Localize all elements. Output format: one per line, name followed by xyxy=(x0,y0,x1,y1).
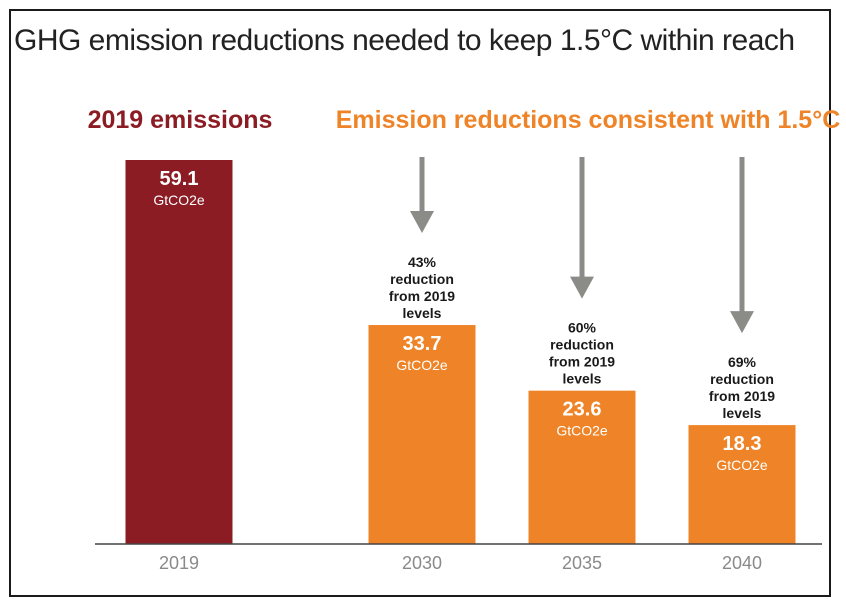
bar-2030 xyxy=(368,325,476,544)
reduction-arrow-head-2035 xyxy=(570,276,594,299)
unit-label-2030: GtCO2e xyxy=(396,357,448,373)
value-label-2019: 59.1 xyxy=(160,168,199,190)
reduction-note-2035-line-1: 60% xyxy=(568,320,597,336)
value-label-2040: 18.3 xyxy=(723,433,762,455)
value-label-2035: 23.6 xyxy=(563,399,602,421)
projection-group-label: Emission reductions consistent with 1.5°… xyxy=(336,106,841,134)
unit-label-2019: GtCO2e xyxy=(153,192,205,208)
bar-2035 xyxy=(528,390,636,544)
reduction-note-2040-line-2: reduction xyxy=(710,371,774,387)
reduction-note-2040-line-1: 69% xyxy=(728,354,757,370)
unit-label-2035: GtCO2e xyxy=(556,423,608,439)
reduction-arrow-head-2040 xyxy=(730,311,754,334)
baseline-group-label: 2019 emissions xyxy=(88,106,273,134)
reduction-note-2035-line-3: from 2019 xyxy=(549,354,615,370)
value-label-2030: 33.7 xyxy=(403,333,442,355)
reduction-note-2040-line-4: levels xyxy=(723,405,762,421)
bar-2019 xyxy=(125,160,233,544)
reduction-note-2030-line-2: reduction xyxy=(390,271,454,287)
reduction-note-2030-line-4: levels xyxy=(403,305,442,321)
x-tick-2035: 2035 xyxy=(562,553,602,573)
x-tick-2040: 2040 xyxy=(722,553,762,573)
reduction-note-2035-line-4: levels xyxy=(563,371,602,387)
x-tick-2030: 2030 xyxy=(402,553,442,573)
bar-2040 xyxy=(688,425,796,544)
reduction-note-2040-line-3: from 2019 xyxy=(709,388,775,404)
x-tick-2019: 2019 xyxy=(159,553,199,573)
reduction-arrow-head-2030 xyxy=(410,211,434,234)
reduction-note-2030-line-3: from 2019 xyxy=(389,288,455,304)
chart-title: GHG emission reductions needed to keep 1… xyxy=(14,24,795,57)
reduction-note-2030-line-1: 43% xyxy=(408,254,437,270)
unit-label-2040: GtCO2e xyxy=(716,457,768,473)
reduction-note-2035-line-2: reduction xyxy=(550,337,614,353)
